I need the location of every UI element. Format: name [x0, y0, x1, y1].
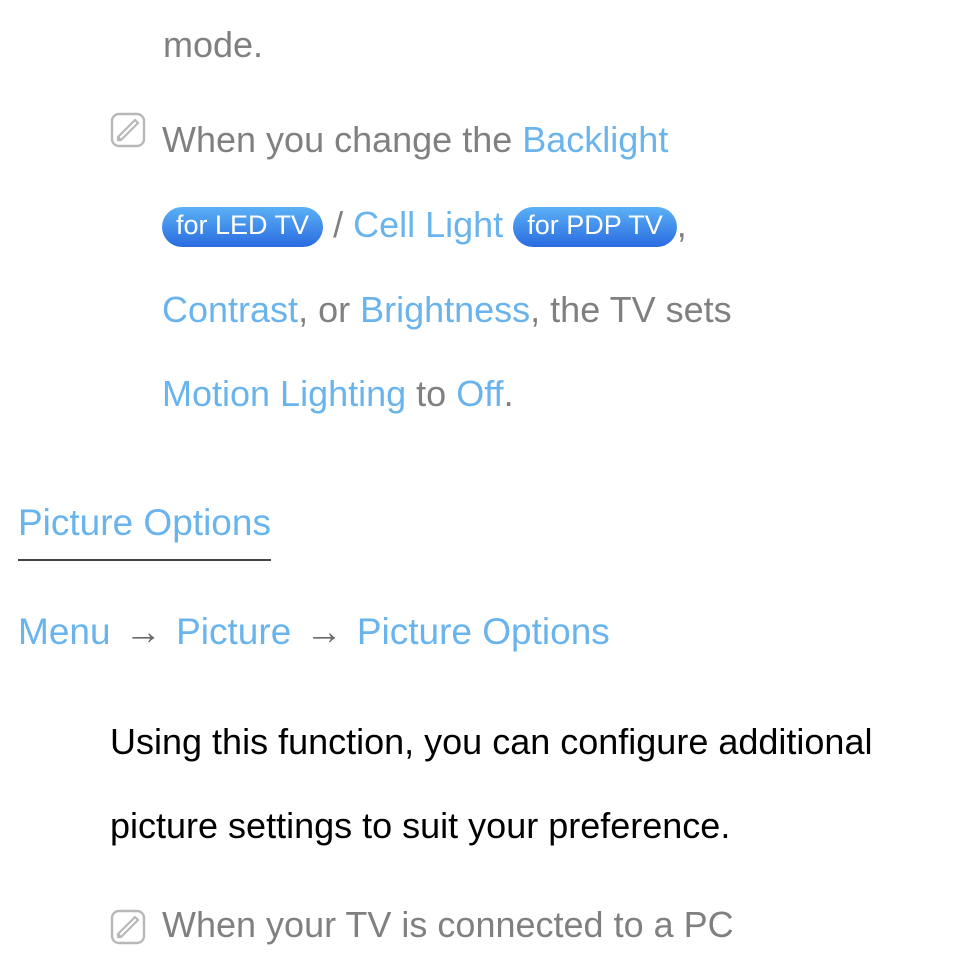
crumb-menu: Menu [18, 611, 111, 652]
to-text: to [406, 373, 456, 414]
note-icon [110, 112, 146, 148]
or-text: , or [298, 289, 360, 330]
note-text: When you change the [162, 119, 522, 160]
section-title: Picture Options [18, 492, 271, 561]
arrow-icon: → [302, 611, 347, 652]
note-icon [110, 909, 146, 945]
note-1: When you change the Backlight for LED TV… [18, 98, 936, 436]
badge-pdp: for PDP TV [513, 207, 677, 247]
comma: , [677, 204, 687, 245]
term-contrast: Contrast [162, 289, 298, 330]
period: . [504, 373, 514, 414]
term-motion-lighting: Motion Lighting [162, 373, 406, 414]
note-2-body: When your TV is connected to a PC [162, 895, 936, 954]
term-backlight: Backlight [522, 119, 668, 160]
breadcrumb: Menu → Picture → Picture Options [18, 601, 936, 662]
note-1-body: When you change the Backlight for LED TV… [162, 98, 936, 436]
prev-fragment-tail: mode. [18, 15, 936, 74]
section-body: Using this function, you can configure a… [18, 700, 936, 869]
note-text-2: , the TV sets [530, 289, 731, 330]
arrow-icon: → [121, 611, 166, 652]
term-brightness: Brightness [360, 289, 530, 330]
badge-led: for LED TV [162, 207, 323, 247]
manual-page: mode. When you change the Backlight for … [0, 0, 954, 954]
section-heading-wrap: Picture Options [18, 437, 936, 561]
slash: / [323, 204, 353, 245]
crumb-picture-options: Picture Options [357, 611, 610, 652]
note-2: When your TV is connected to a PC [18, 895, 936, 954]
term-cell-light: Cell Light [353, 204, 503, 245]
term-off: Off [456, 373, 503, 414]
crumb-picture: Picture [176, 611, 291, 652]
note-2-text: When your TV is connected to a PC [162, 904, 734, 945]
